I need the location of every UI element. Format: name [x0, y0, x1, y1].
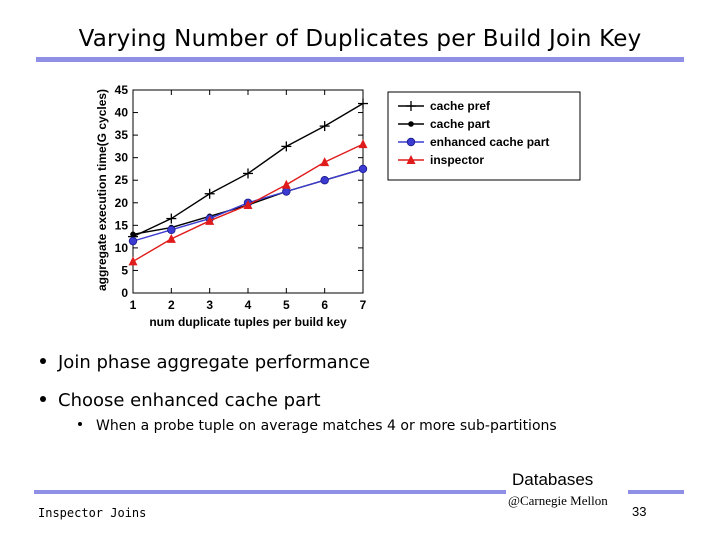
y-tick-label: 5: [121, 263, 128, 277]
data-point-cache-pref: [166, 213, 177, 224]
slide-title: Varying Number of Duplicates per Build J…: [78, 26, 642, 52]
data-point-cache-pref: [319, 121, 330, 132]
line-chart: 0 5 10 15 20 25 30 35 40 45 1 2 3 4 5 6 7 cache pref cach…: [88, 78, 598, 340]
x-axis-label: num duplicate tuples per build key: [149, 315, 347, 329]
y-tick-label: 20: [115, 196, 129, 210]
legend-label: cache pref: [430, 99, 491, 113]
brand-databases: Databases: [512, 470, 594, 489]
y-tick-label: 45: [115, 83, 129, 97]
legend-label: enhanced cache part: [430, 135, 549, 149]
x-tick-label: 7: [360, 298, 367, 312]
data-point-enhanced-cache-part: [167, 225, 176, 235]
bullet-choose-enhanced: Choose enhanced cache part: [40, 390, 321, 411]
bullet-dot-icon: [40, 396, 46, 402]
title-divider: [36, 57, 684, 62]
chart-legend: cache pref cache part enhanced cache part i…: [387, 91, 581, 181]
x-tick-label: 1: [130, 298, 137, 312]
data-point-enhanced-cache-part: [282, 187, 291, 196]
legend-marker: [406, 155, 416, 164]
data-point-cache-pref: [243, 168, 253, 179]
y-tick-label: 30: [115, 151, 129, 165]
sub-bullet-probe-tuple: When a probe tuple on average matches 4 …: [78, 418, 557, 434]
legend-label: cache part: [430, 117, 490, 131]
y-tick-label: 25: [115, 173, 129, 187]
data-point-inspector: [205, 215, 215, 225]
series-layer: [128, 98, 368, 266]
legend-marker: [408, 121, 414, 127]
sub-bullet-dot-icon: [78, 422, 82, 426]
data-point-inspector: [358, 139, 368, 149]
sub-bullet-text: When a probe tuple on average matches 4 …: [96, 418, 557, 434]
data-point-inspector: [320, 157, 330, 167]
legend-marker: [406, 137, 416, 147]
x-tick-label: 5: [283, 298, 290, 312]
footer-divider-left: [34, 490, 506, 494]
x-tick-label: 6: [321, 298, 328, 312]
plot-frame: [132, 89, 364, 294]
x-tick-label: 3: [206, 298, 213, 312]
bullet-join-performance: Join phase aggregate performance: [40, 352, 370, 373]
data-point-enhanced-cache-part: [358, 164, 368, 174]
data-point-cache-pref: [358, 98, 368, 109]
data-point-inspector: [128, 256, 138, 266]
x-tick-label: 2: [168, 298, 175, 312]
x-tick-label: 4: [245, 298, 252, 312]
data-point-cache-pref: [281, 141, 292, 152]
data-point-inspector: [166, 233, 176, 243]
series-inspector: [128, 139, 368, 266]
y-tick-label: 35: [115, 128, 129, 142]
y-tick-label: 40: [115, 106, 129, 120]
data-point-enhanced-cache-part: [320, 176, 329, 185]
data-point-cache-pref: [204, 188, 215, 199]
y-tick-label: 0: [121, 286, 128, 300]
footer-divider-right: [628, 490, 684, 494]
y-tick-label: 15: [115, 218, 129, 232]
bullet-dot-icon: [40, 358, 46, 364]
y-tick-label: 10: [115, 241, 129, 255]
data-point-cache-part: [130, 231, 136, 238]
legend-label: inspector: [430, 153, 484, 167]
series-cache-pref: [128, 98, 368, 242]
page-number: 33: [632, 504, 647, 519]
footer-label: Inspector Joins: [38, 506, 147, 520]
data-point-inspector: [243, 200, 253, 210]
legend-marker: [406, 101, 416, 111]
y-axis-label: aggregate execution time(G cycles): [95, 89, 109, 291]
bullet-text: Join phase aggregate performance: [58, 352, 371, 373]
bullet-text: Choose enhanced cache part: [58, 390, 321, 411]
brand-carnegie-mellon: @Carnegie Mellon: [508, 493, 608, 508]
data-point-enhanced-cache-part: [128, 236, 138, 246]
data-point-inspector: [281, 179, 291, 189]
